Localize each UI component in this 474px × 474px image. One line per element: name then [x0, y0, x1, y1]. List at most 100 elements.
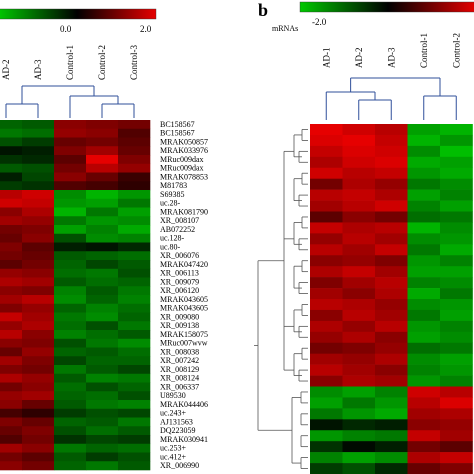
panel-a-cell — [54, 443, 87, 453]
panel-b-cell — [310, 167, 343, 179]
panel-b-cell — [375, 441, 408, 453]
panel-a-cell — [118, 330, 151, 340]
panel-b-cell — [375, 397, 408, 409]
panel-b-cell — [440, 309, 473, 322]
panel-b-cell — [342, 386, 376, 398]
panel-a-cell — [0, 347, 23, 357]
panel-a-cell — [0, 408, 23, 418]
panel-a-cell — [118, 137, 151, 147]
panel-a-cell — [118, 146, 151, 156]
panel-a-cell — [118, 338, 151, 348]
panel-a-cell — [54, 373, 87, 383]
panel-a-cell — [22, 338, 55, 348]
panel-b-cell — [407, 145, 441, 158]
panel-a-cell — [0, 198, 23, 208]
panel-b-cell — [375, 288, 408, 300]
panel-a-cell — [118, 295, 151, 305]
panel-b-cell — [310, 124, 343, 136]
panel-a-row-label: XR_008124 — [160, 374, 199, 383]
panel-a-cell — [54, 163, 87, 173]
panel-b-cell — [342, 331, 376, 344]
panel-a-row-label: uc.128- — [160, 234, 185, 243]
panel-a-cell — [54, 347, 87, 357]
panel-a-cell — [0, 233, 23, 243]
panel-a-cell — [118, 452, 151, 462]
panel-a-cell — [118, 260, 151, 270]
panel-a-cell — [22, 295, 55, 305]
panel-b-cell — [310, 452, 343, 464]
panel-a-cell — [118, 312, 151, 322]
panel-a-row-label: MRAK033976 — [160, 146, 208, 155]
panel-a-cell — [86, 268, 119, 278]
panel-a-cell — [0, 251, 23, 261]
panel-a-cell — [86, 295, 119, 305]
panel-b-cell — [407, 331, 441, 344]
panel-a-cell — [22, 330, 55, 340]
panel-a-column-label: AD-3 — [33, 59, 43, 80]
panel-a-cell — [86, 260, 119, 270]
panel-a-cell — [22, 137, 55, 147]
panel-a-cell — [54, 382, 87, 392]
panel-a-row-label: XR_006113 — [160, 269, 199, 278]
panel-b-cell — [310, 441, 343, 453]
panel-b-cell — [342, 145, 376, 158]
panel-a-cell — [22, 373, 55, 383]
panel-a-cell — [54, 435, 87, 445]
panel-a-row-label: MRuc009dax — [160, 164, 204, 173]
panel-b-column-dendrogram — [325, 77, 457, 120]
panel-a-row-label: XR_008129 — [160, 365, 199, 374]
panel-a-row-label: XR_008107 — [160, 216, 199, 225]
panel-b-cell — [375, 178, 408, 190]
panel-a-scale-max-label: 2.0 — [140, 24, 152, 34]
panel-a-cell — [22, 417, 55, 427]
panel-a-cell — [118, 277, 151, 287]
panel-b-label: b — [258, 0, 268, 20]
panel-b-column-label: AD-1 — [321, 48, 331, 69]
panel-a-cell — [54, 426, 87, 436]
panel-b-cell — [407, 200, 441, 212]
panel-b-cell — [342, 441, 376, 453]
panel-b-cell — [440, 463, 473, 474]
panel-a-row-label: M81783 — [160, 181, 187, 190]
panel-a-row-label: XR_006120 — [160, 286, 199, 295]
panel-a-cell — [54, 312, 87, 322]
panel-a-cell — [86, 207, 119, 217]
panel-b-cell — [310, 200, 343, 212]
panel-a-cell — [86, 408, 119, 418]
panel-a-heatmap: 0.0 2.0 AD-2 AD-3 Control-1 Control-2 Contro… — [0, 8, 208, 471]
panel-a-cell — [0, 128, 23, 138]
panel-b-cell — [310, 320, 343, 333]
panel-b-cell — [407, 419, 441, 431]
panel-a-cell — [54, 321, 87, 331]
panel-b-cell — [342, 266, 376, 278]
panel-b-cell — [310, 364, 343, 376]
panel-b-cell — [342, 233, 376, 245]
panel-a-column-label: Control-1 — [65, 45, 75, 80]
panel-a-row-label: XR_006990 — [160, 461, 199, 470]
panel-a-cell — [118, 198, 151, 208]
panel-b-cell — [407, 222, 441, 234]
panel-a-cell — [0, 260, 23, 270]
panel-b-cell — [310, 375, 343, 387]
panel-b-cell — [375, 452, 408, 464]
panel-a-row-label: uc.243+ — [160, 409, 187, 418]
panel-b-cell — [342, 124, 376, 136]
panel-a-cell — [22, 163, 55, 173]
panel-a-row-label: XR_009079 — [160, 277, 199, 286]
panel-a-cell — [22, 260, 55, 270]
panel-b-cell — [375, 211, 408, 223]
panel-b-cell — [440, 266, 473, 278]
panel-a-cell — [118, 391, 151, 401]
panel-a-cell — [22, 391, 55, 401]
panel-b-cell — [310, 134, 343, 147]
panel-b-cell — [407, 189, 441, 201]
panel-a-cell — [86, 435, 119, 445]
panel-a-cell — [22, 146, 55, 156]
panel-a-cell — [54, 461, 87, 471]
panel-a-cell — [54, 120, 87, 130]
panel-b-cell — [342, 189, 376, 201]
panel-a-cell — [118, 365, 151, 375]
panel-b-cell — [440, 353, 473, 365]
panel-b-cell — [440, 145, 473, 158]
panel-a-cell — [54, 128, 87, 138]
